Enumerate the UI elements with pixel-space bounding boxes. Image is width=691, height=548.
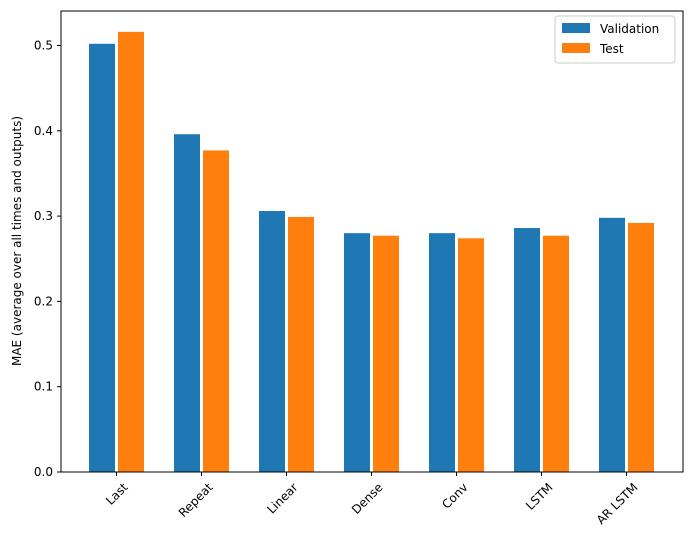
- bar-test-repeat: [203, 150, 229, 472]
- bar-test-ar-lstm: [628, 222, 654, 472]
- plot-frame: [60, 10, 684, 473]
- x-tick-label: Last: [103, 480, 131, 508]
- y-tick-label: 0.1: [34, 380, 53, 394]
- legend-label-test: Test: [599, 42, 624, 56]
- bar-validation-ar-lstm: [599, 217, 625, 472]
- x-tick-label: LSTM: [523, 480, 556, 513]
- bar-validation-linear: [259, 210, 285, 472]
- bar-test-dense: [373, 235, 399, 472]
- x-tick-label: AR LSTM: [594, 480, 641, 527]
- legend: Validation Test: [554, 15, 676, 64]
- bar-validation-conv: [429, 233, 455, 472]
- y-tick-label: 0.4: [34, 124, 53, 138]
- x-tick-label: Repeat: [176, 480, 216, 520]
- y-tick-label: 0.2: [34, 294, 53, 308]
- y-tick-label: 0.5: [34, 39, 53, 53]
- bar-validation-last: [89, 43, 115, 472]
- bar-test-lstm: [543, 235, 569, 472]
- legend-label-validation: Validation: [600, 22, 659, 36]
- x-tick-label: Dense: [349, 480, 386, 517]
- y-axis-label: MAE (average over all times and outputs): [10, 116, 24, 366]
- bar-validation-repeat: [174, 134, 200, 472]
- legend-swatch-test: [562, 43, 590, 53]
- bar-validation-lstm: [514, 228, 540, 472]
- x-tick-label: Linear: [264, 480, 300, 516]
- bar-test-conv: [458, 238, 484, 472]
- bar-test-last: [118, 31, 144, 473]
- bar-validation-dense: [344, 233, 370, 472]
- legend-swatch-validation: [562, 23, 590, 33]
- bar-test-linear: [288, 216, 314, 472]
- y-tick-label: 0.3: [34, 209, 53, 223]
- y-tick-label: 0.0: [34, 465, 53, 479]
- x-tick-label: Conv: [439, 480, 470, 511]
